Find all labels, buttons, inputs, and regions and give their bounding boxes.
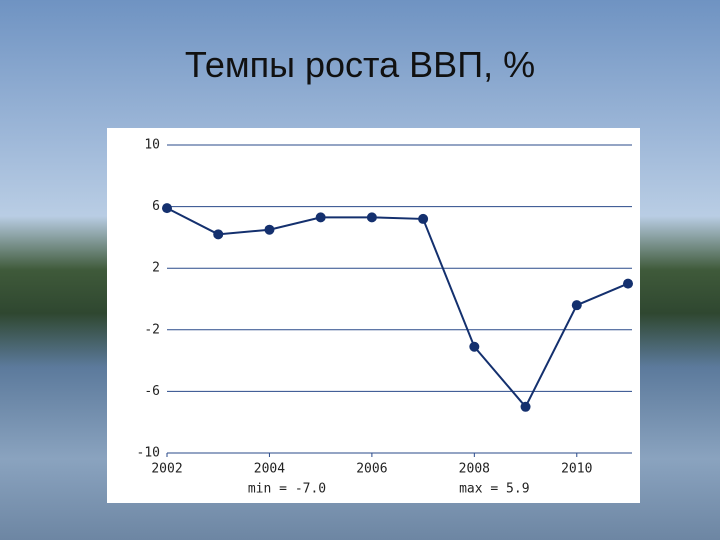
data-point (520, 401, 531, 412)
y-tick-label: -2 (144, 322, 160, 337)
x-tick-label: 2002 (151, 462, 182, 477)
y-tick-label: -6 (144, 384, 160, 399)
data-point (418, 213, 429, 224)
x-tick-label: 2010 (561, 462, 592, 477)
data-point (264, 224, 275, 235)
data-point (366, 212, 377, 223)
data-point (315, 212, 326, 223)
plot-panel (107, 128, 640, 503)
y-tick-label: 10 (144, 138, 160, 153)
data-line (166, 207, 629, 409)
x-tick-label: 2006 (356, 462, 387, 477)
y-tick-label: 2 (152, 261, 160, 276)
x-tick-label: 2008 (459, 462, 490, 477)
data-point (469, 341, 480, 352)
data-point (571, 300, 582, 311)
data-point (162, 203, 172, 214)
annotation: min = -7.0 (248, 482, 326, 497)
chart-title: Темпы роста ВВП, % (184, 44, 536, 85)
y-tick-label: 6 (152, 199, 160, 214)
data-point (213, 229, 224, 240)
x-tick-label: 2004 (254, 462, 285, 477)
annotation: max = 5.9 (459, 482, 529, 497)
data-point (623, 278, 633, 289)
y-tick-label: -10 (137, 446, 160, 461)
